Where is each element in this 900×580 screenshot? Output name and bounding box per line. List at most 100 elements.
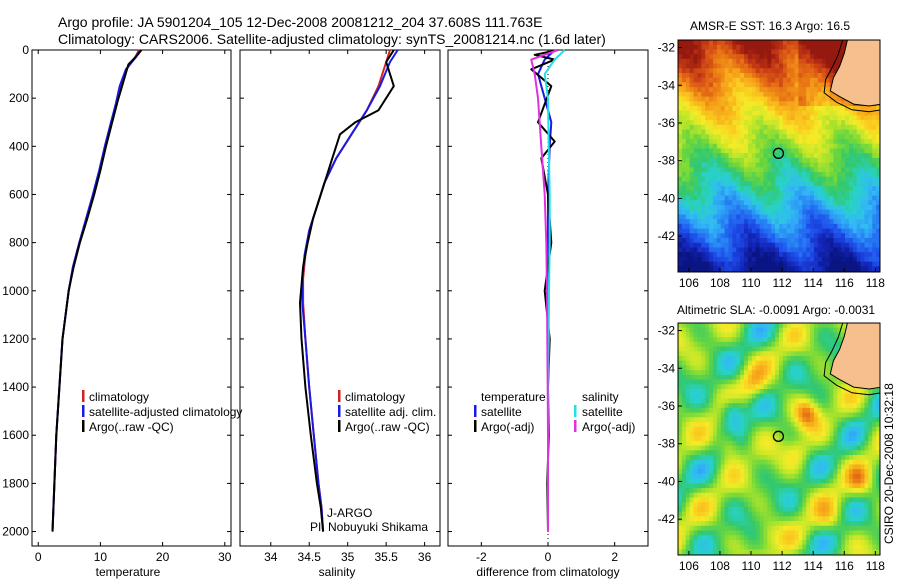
heatmap-cell <box>732 172 737 178</box>
heatmap-cell <box>736 323 741 329</box>
heatmap-cell <box>744 200 749 206</box>
heatmap-cell <box>712 252 718 258</box>
heatmap-cell <box>732 219 737 225</box>
heatmap-cell <box>685 365 691 371</box>
heatmap-cell <box>825 502 831 508</box>
heatmap-cell <box>790 407 796 414</box>
heatmap-cell <box>736 96 741 102</box>
heatmap-cell <box>775 356 780 362</box>
heatmap-cell <box>751 422 757 428</box>
heatmap-cell <box>775 115 780 121</box>
heatmap-cell <box>697 483 702 489</box>
heatmap-cell <box>689 469 695 475</box>
heatmap-cell <box>841 459 846 466</box>
heatmap-cell <box>825 445 831 451</box>
heatmap-cell <box>740 464 745 470</box>
legend-label-sal-satellite: satellite <box>582 405 623 419</box>
heatmap-cell <box>790 195 796 201</box>
heatmap-cell <box>825 195 831 201</box>
heatmap-cell <box>802 96 807 102</box>
heatmap-cell <box>825 190 831 197</box>
heatmap-cell <box>802 360 807 367</box>
heatmap-cell <box>782 440 788 447</box>
heatmap-cell <box>747 186 753 192</box>
heatmap-cell <box>712 153 718 159</box>
heatmap-cell <box>685 153 691 159</box>
heatmap-cell <box>728 341 733 348</box>
heatmap-cell <box>728 464 733 470</box>
heatmap-cell <box>841 209 846 216</box>
heatmap-cell <box>786 63 792 69</box>
heatmap-cell <box>794 450 800 456</box>
heatmap-cell <box>833 233 838 239</box>
heatmap-cell <box>837 205 842 211</box>
heatmap-cell <box>810 407 815 414</box>
heatmap-cell <box>794 488 800 494</box>
heatmap-cell <box>678 181 683 187</box>
heatmap-cell <box>868 214 873 220</box>
heatmap-cell <box>732 412 737 418</box>
heatmap-cell <box>759 393 765 400</box>
heatmap-cell <box>693 186 699 192</box>
heatmap-cell <box>782 256 788 263</box>
heatmap-cell <box>724 205 730 211</box>
heatmap-cell <box>705 412 710 418</box>
heatmap-cell <box>716 40 722 46</box>
heatmap-cell <box>837 459 842 466</box>
heatmap-cell <box>724 68 730 74</box>
heatmap-cell <box>837 223 842 230</box>
heatmap-cell <box>810 44 815 51</box>
heatmap-cell <box>852 506 858 513</box>
heatmap-cell <box>720 87 726 93</box>
heatmap-cell <box>806 247 811 253</box>
temperature-plot: 0 10 20 30020040060080010001200140016001800… <box>2 43 231 564</box>
heatmap-cell <box>755 365 761 371</box>
heatmap-cell <box>693 115 699 121</box>
heatmap-cell <box>705 82 710 88</box>
heatmap-cell <box>712 120 718 126</box>
heatmap-cell <box>860 252 866 258</box>
heatmap-cell <box>747 106 753 112</box>
heatmap-cell <box>728 101 733 107</box>
y-tick-label: 400 <box>9 139 29 153</box>
heatmap-cell <box>872 436 877 442</box>
temperature-panel: 0 10 20 30020040060080010001200140016001800… <box>2 43 242 579</box>
heatmap-cell <box>678 332 683 338</box>
heatmap-cell <box>693 162 699 168</box>
heatmap-cell <box>810 252 815 258</box>
heatmap-cell <box>876 205 880 211</box>
heatmap-cell <box>813 120 819 126</box>
heatmap-cell <box>712 492 718 499</box>
heatmap-cell <box>786 49 792 55</box>
heatmap-cell <box>790 502 796 508</box>
heatmap-cell <box>685 351 691 357</box>
heatmap-cell <box>763 422 768 428</box>
heatmap-cell <box>860 205 866 211</box>
heatmap-cell <box>833 186 838 192</box>
heatmap-cell <box>751 186 757 192</box>
heatmap-cell <box>732 143 737 150</box>
heatmap-cell <box>693 445 699 451</box>
heatmap-cell <box>689 431 695 437</box>
heatmap-cell <box>728 261 733 267</box>
heatmap-cell <box>716 516 722 522</box>
heatmap-cell <box>837 219 842 225</box>
heatmap-cell <box>790 115 796 121</box>
heatmap-cell <box>845 516 850 522</box>
heatmap-cell <box>709 483 714 489</box>
heatmap-cell <box>802 459 807 466</box>
heatmap-cell <box>848 412 854 418</box>
heatmap-cell <box>740 139 745 145</box>
heatmap-cell <box>709 417 714 423</box>
heatmap-cell <box>685 407 691 414</box>
heatmap-cell <box>829 68 834 74</box>
heatmap-cell <box>779 68 784 74</box>
heatmap-cell <box>763 341 768 348</box>
heatmap-cell <box>716 356 722 362</box>
heatmap-cell <box>705 488 710 494</box>
heatmap-cell <box>716 162 722 168</box>
heatmap-cell <box>701 186 706 192</box>
heatmap-cell <box>744 516 749 522</box>
heatmap-cell <box>860 134 866 140</box>
heatmap-cell <box>697 157 702 164</box>
